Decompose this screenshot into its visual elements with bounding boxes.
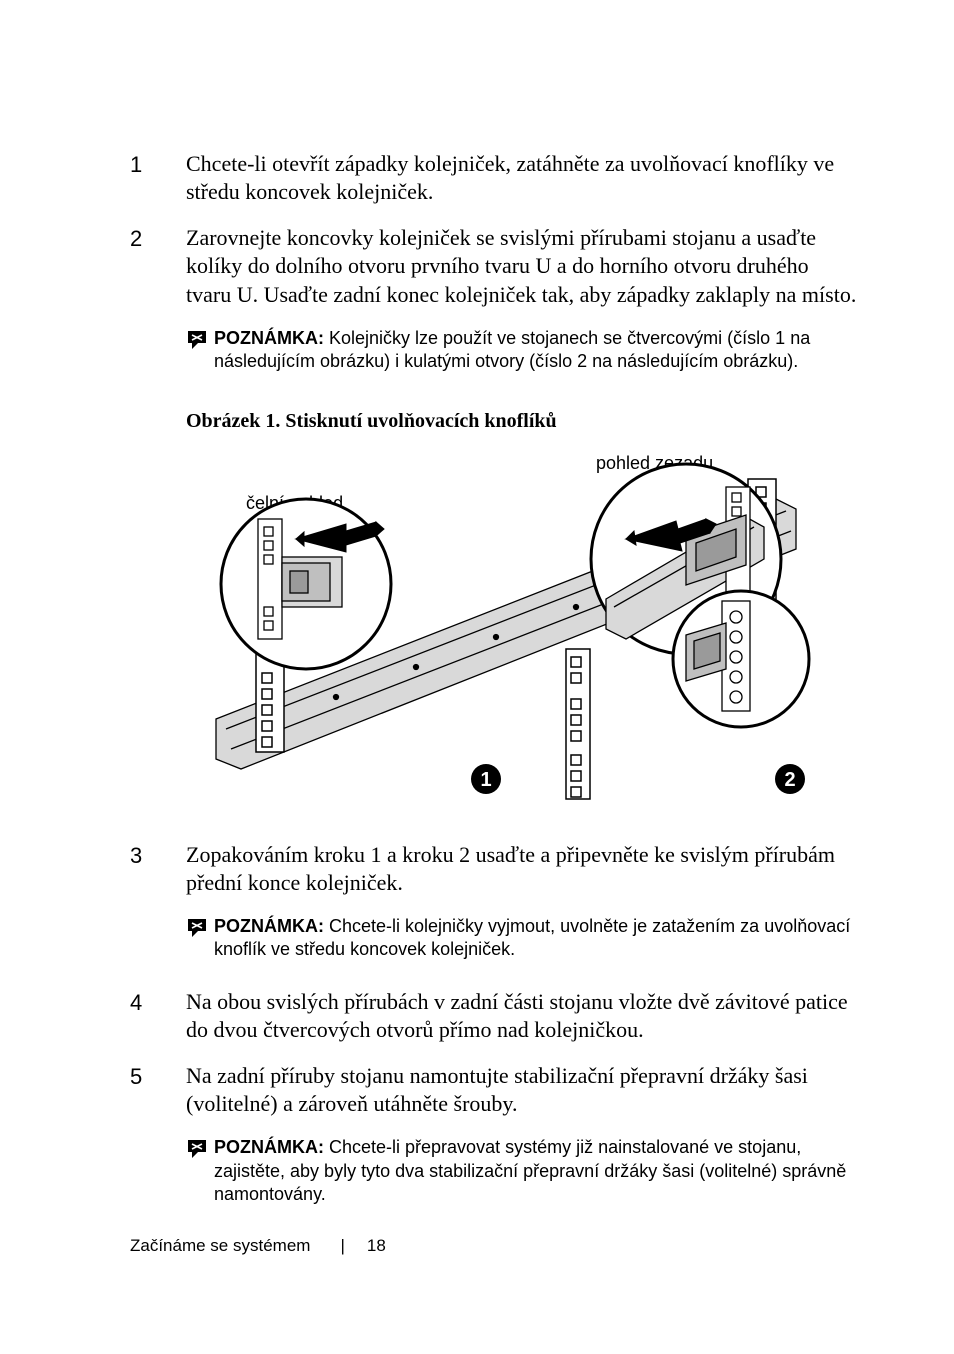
svg-text:1: 1	[480, 769, 491, 791]
step-4: 4 Na obou svislých přírubách v zadní čás…	[130, 988, 859, 1044]
step-text: Zopakováním kroku 1 a kroku 2 usaďte a p…	[186, 841, 859, 897]
page-footer: Začínáme se systémem | 18	[130, 1236, 859, 1256]
footer-section: Začínáme se systémem	[130, 1236, 310, 1256]
note-1: POZNÁMKA: Kolejničky lze použít ve stoja…	[186, 327, 859, 374]
callout-1: 1	[471, 764, 501, 794]
step-number: 5	[130, 1062, 186, 1118]
footer-separator: |	[340, 1236, 344, 1256]
step-number: 3	[130, 841, 186, 897]
note-3: POZNÁMKA: Chcete-li přepravovat systémy …	[186, 1136, 859, 1206]
note-label: POZNÁMKA:	[214, 916, 324, 936]
note-2: POZNÁMKA: Chcete-li kolejničky vyjmout, …	[186, 915, 859, 962]
step-1: 1 Chcete-li otevřít západky kolejniček, …	[130, 150, 859, 206]
step-number: 4	[130, 988, 186, 1044]
step-text: Na zadní příruby stojanu namontujte stab…	[186, 1062, 859, 1118]
step-text: Chcete-li otevřít západky kolejniček, za…	[186, 150, 859, 206]
step-number: 2	[130, 224, 186, 308]
svg-text:2: 2	[784, 769, 795, 791]
step-5: 5 Na zadní příruby stojanu namontujte st…	[130, 1062, 859, 1118]
callout-2: 2	[775, 764, 805, 794]
step-number: 1	[130, 150, 186, 206]
step-text: Na obou svislých přírubách v zadní části…	[186, 988, 859, 1044]
note-text: POZNÁMKA: Kolejničky lze použít ve stoja…	[214, 327, 859, 374]
step-text: Zarovnejte koncovky kolejniček se svislý…	[186, 224, 859, 308]
note-text: POZNÁMKA: Chcete-li kolejničky vyjmout, …	[214, 915, 859, 962]
note-label: POZNÁMKA:	[214, 1137, 324, 1157]
figure-caption: Obrázek 1. Stisknutí uvolňovacích knoflí…	[186, 410, 859, 433]
step-3: 3 Zopakováním kroku 1 a kroku 2 usaďte a…	[130, 841, 859, 897]
note-icon	[186, 327, 214, 356]
figure-1: pohled zezadu čelní pohled	[186, 439, 822, 809]
footer-page-number: 18	[367, 1236, 386, 1256]
note-icon	[186, 1136, 214, 1165]
note-text: POZNÁMKA: Chcete-li přepravovat systémy …	[214, 1136, 859, 1206]
note-icon	[186, 915, 214, 944]
step-2: 2 Zarovnejte koncovky kolejniček se svis…	[130, 224, 859, 308]
note-label: POZNÁMKA:	[214, 328, 324, 348]
